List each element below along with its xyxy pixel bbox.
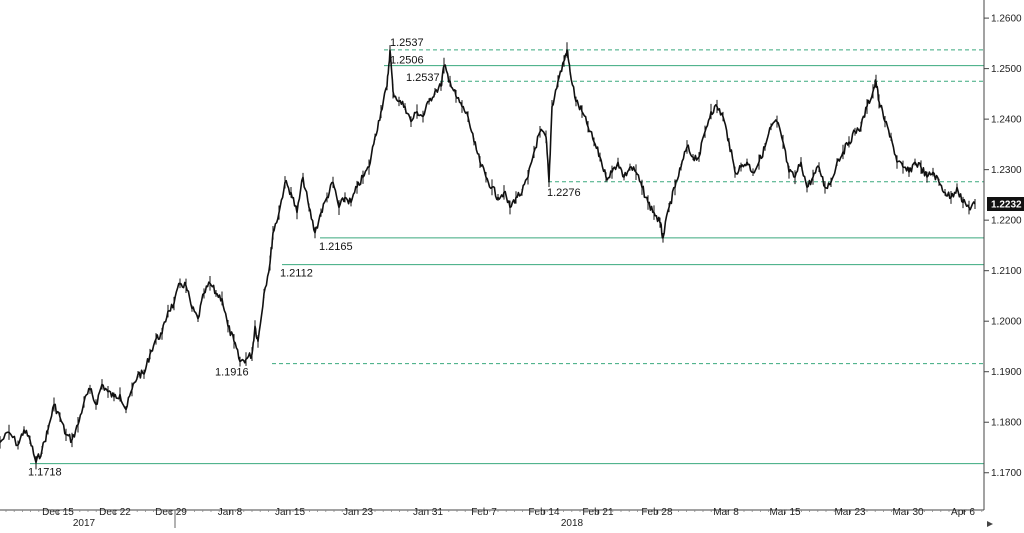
y-tick-label-4: 1.2100 xyxy=(991,266,1022,277)
x-axis-arrow-icon xyxy=(987,521,993,527)
y-tick-label-2: 1.1900 xyxy=(991,367,1022,378)
annotation-label-0: 1.2537 xyxy=(390,37,424,49)
x-tick-label-7: Feb 7 xyxy=(471,507,497,518)
x-tick-label-4: Jan 15 xyxy=(275,507,305,518)
y-tick-label-6: 1.2300 xyxy=(991,165,1022,176)
x-tick-label-5: Jan 23 xyxy=(343,507,373,518)
x-tick-label-3: Jan 8 xyxy=(218,507,243,518)
x-tick-label-0: Dec 15 xyxy=(42,507,74,518)
y-tick-label-0: 1.1700 xyxy=(991,468,1022,479)
level-lines xyxy=(30,49,984,465)
annotation-label-1: 1.2506 xyxy=(390,55,424,67)
x-tick-label-14: Mar 30 xyxy=(892,507,924,518)
y-tick-label-8: 1.2500 xyxy=(991,64,1022,75)
y-tick-label-5: 1.2200 xyxy=(991,216,1022,227)
x-tick-label-1: Dec 22 xyxy=(99,507,131,518)
annotations: 1.2537 1.2506 1.2537 1.2276 1.2165 1.2112 1.19… xyxy=(28,37,581,479)
y-tick-label-1: 1.1800 xyxy=(991,418,1022,429)
x-tick-label-12: Mar 15 xyxy=(769,507,801,518)
year-label-1: 2018 xyxy=(561,518,584,528)
annotation-label-5: 1.2112 xyxy=(280,268,313,280)
y-tick-label-9: 1.2600 xyxy=(991,14,1022,25)
series-line xyxy=(0,49,976,464)
y-tick-label-7: 1.2400 xyxy=(991,115,1022,126)
x-tick-label-13: Mar 23 xyxy=(834,507,866,518)
x-tick-label-15: Apr 6 xyxy=(951,507,975,518)
x-tick-label-11: Mar 8 xyxy=(713,507,739,518)
annotation-label-3: 1.2276 xyxy=(547,187,581,199)
year-label-0: 2017 xyxy=(73,518,96,528)
x-tick-label-9: Feb 21 xyxy=(582,507,614,518)
annotation-label-2: 1.2537 xyxy=(406,72,440,84)
x-tick-label-6: Jan 31 xyxy=(413,507,443,518)
y-tick-label-3: 1.2000 xyxy=(991,317,1022,328)
annotation-label-7: 1.1718 xyxy=(28,467,62,479)
last-value-badge xyxy=(987,197,1024,211)
annotation-label-4: 1.2165 xyxy=(319,241,353,253)
x-tick-label-10: Feb 28 xyxy=(641,507,673,518)
price-series xyxy=(0,42,976,470)
x-tick-label-8: Feb 14 xyxy=(528,507,560,518)
annotation-label-6: 1.1916 xyxy=(215,367,249,379)
x-tick-label-2: Dec 29 xyxy=(155,507,187,518)
last-value-label: 1.2232 xyxy=(991,200,1022,211)
